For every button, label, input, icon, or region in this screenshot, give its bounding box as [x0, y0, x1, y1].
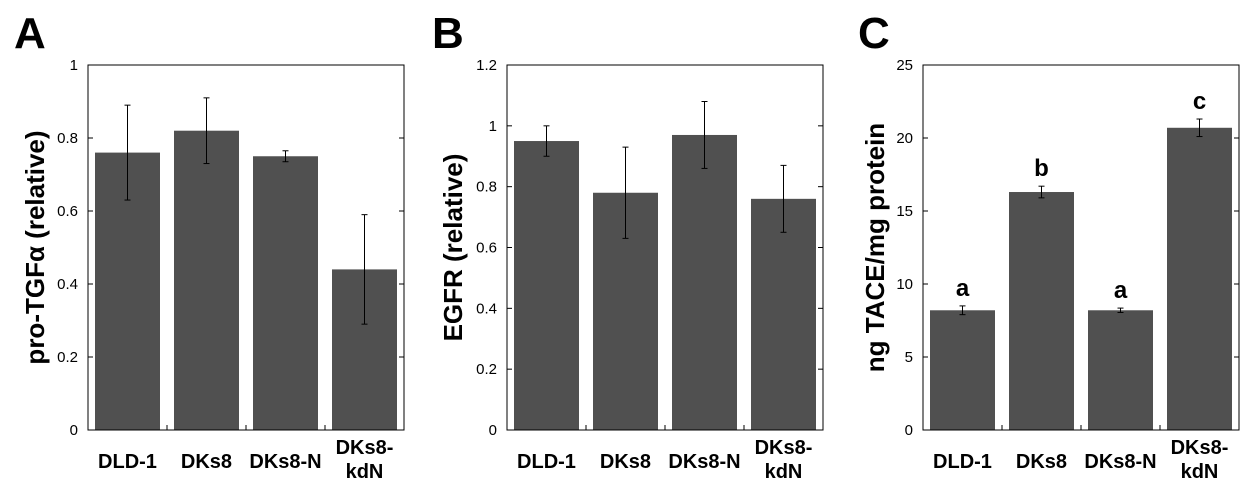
significance-label: a — [1114, 277, 1128, 304]
y-tick-label: 5 — [905, 349, 913, 366]
bar — [672, 134, 737, 431]
y-axis-label: ng TACE/mg protein — [860, 123, 890, 372]
category-label: DKs8-N — [668, 451, 740, 473]
bar — [1009, 192, 1074, 430]
y-tick-label: 1 — [70, 57, 78, 74]
y-tick-label: 10 — [896, 276, 913, 293]
panel-letter: A — [14, 9, 46, 58]
y-tick-label: 0 — [905, 422, 913, 439]
significance-label: b — [1034, 155, 1049, 182]
bar — [253, 156, 318, 430]
category-label: kdN — [1181, 461, 1219, 483]
category-label: DKs8 — [181, 451, 232, 473]
y-tick-label: 20 — [896, 130, 913, 147]
bar — [1167, 127, 1232, 430]
bar — [174, 130, 239, 430]
category-label: DLD-1 — [98, 451, 157, 473]
y-tick-label: 0.4 — [57, 276, 78, 293]
bar — [930, 310, 995, 430]
y-tick-label: 0.4 — [476, 300, 497, 317]
category-label: DKs8-N — [249, 451, 321, 473]
category-label: DKs8- — [1171, 437, 1229, 459]
y-tick-label: 0.2 — [476, 361, 497, 378]
y-tick-label: 0 — [70, 422, 78, 439]
y-tick-label: 0.6 — [476, 240, 497, 257]
bar — [751, 198, 816, 430]
category-label: kdN — [765, 461, 803, 483]
y-tick-label: 0.8 — [57, 130, 78, 147]
y-tick-label: 25 — [896, 57, 913, 74]
bar — [514, 141, 579, 430]
y-tick-label: 0.2 — [57, 349, 78, 366]
category-label: DKs8- — [755, 437, 813, 459]
panel-letter: B — [432, 9, 464, 58]
y-tick-label: 1.2 — [476, 57, 497, 74]
y-tick-label: 0 — [489, 422, 497, 439]
panel-letter: C — [858, 9, 890, 58]
panel-c: Cng TACE/mg protein a DLD-1 b DKs8 a DKs8-N c DK… — [858, 9, 1240, 483]
category-label: DKs8 — [600, 451, 651, 473]
category-label: DKs8- — [336, 437, 394, 459]
category-label: DKs8 — [1016, 451, 1067, 473]
category-label: DLD-1 — [933, 451, 992, 473]
y-axis-label: pro-TGFα (relative) — [20, 130, 50, 364]
bar — [1088, 310, 1153, 430]
category-label: DLD-1 — [517, 451, 576, 473]
significance-label: a — [956, 275, 970, 302]
y-tick-label: 1 — [489, 118, 497, 135]
panel-b: B EGFR (relative) DLD-1 DKs8 DKs8-N DKs8-kdN 0… — [432, 9, 824, 483]
y-tick-label: 15 — [896, 203, 913, 220]
y-tick-label: 0.6 — [57, 203, 78, 220]
y-axis-label: EGFR (relative) — [438, 154, 468, 342]
y-tick-label: 0.8 — [476, 179, 497, 196]
category-label: kdN — [346, 461, 384, 483]
category-label: DKs8-N — [1084, 451, 1156, 473]
significance-label: c — [1193, 88, 1206, 115]
